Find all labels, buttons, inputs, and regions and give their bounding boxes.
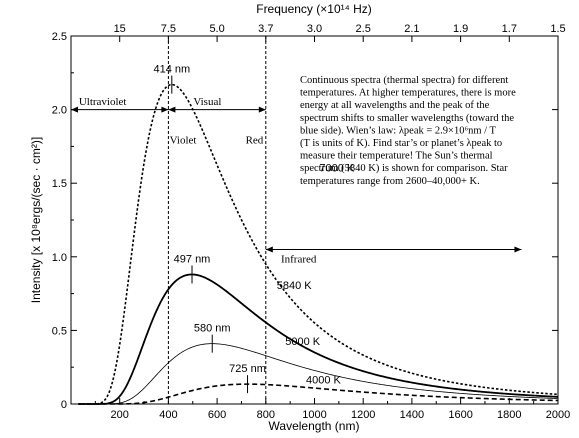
- top-tick-label-2: 7.5: [161, 23, 176, 35]
- region-arrow-head-left-2: [168, 106, 176, 113]
- y-tick-label-2: 0.5: [52, 325, 67, 337]
- series-label-2: 5840 K: [277, 280, 313, 292]
- description-line-4: spectrum shifts to smaller wavelengths (…: [300, 113, 514, 124]
- top-tick-label-8: 1.9: [453, 23, 468, 35]
- description-line-9: temperatures range from 2600–40,000+ K.: [300, 176, 480, 187]
- y-tick-label-6: 2.5: [52, 31, 67, 43]
- reference-lines: [167, 36, 267, 404]
- x-tick-label-7: 1400: [400, 409, 424, 421]
- y-tick-label-3: 1.0: [52, 252, 67, 264]
- region-arrow-head-left-3: [265, 246, 273, 253]
- series-label-4: 4000 K: [306, 374, 342, 386]
- top-tick-label-5: 3.0: [307, 23, 322, 35]
- y-tick-label-4: 1.5: [52, 178, 67, 190]
- frequency-axis: 15 7.5 5.0 3.7 3.0 2.5 2.1 1.9 1.7 1.5: [114, 23, 566, 42]
- region-label-3: Infrared: [281, 254, 317, 266]
- x-tick-label-10: 2000: [546, 409, 570, 421]
- region-label-2: Visual: [193, 96, 221, 108]
- series-curve-4: [78, 383, 558, 405]
- description-line-8: spectrum (5840 K) is shown for compariso…: [300, 163, 508, 174]
- x-axis-title: Wavelength (nm): [269, 419, 360, 433]
- region-arrow-head-right-2: [258, 106, 266, 113]
- top-tick-label-3: 5.0: [209, 23, 224, 35]
- top-tick-label-1: 15: [114, 23, 126, 35]
- peak-label-1: 414 nm: [153, 64, 190, 76]
- spectrum-curves: [78, 83, 558, 405]
- annotation-1: Violet: [170, 134, 197, 146]
- series-curve-1: [78, 83, 558, 405]
- top-tick-label-6: 2.5: [356, 23, 371, 35]
- x-tick-label-4: 800: [257, 409, 275, 421]
- x-tick-label-2: 400: [159, 409, 177, 421]
- x-tick-label-6: 1200: [351, 409, 375, 421]
- top-tick-label-4: 3.7: [258, 23, 273, 35]
- y-axis-title: Intensity [x 10⁸ergs/(sec · cm²)]: [29, 137, 43, 303]
- description-line-7: measure their temperature! The Sun’s the…: [300, 151, 493, 162]
- peak-label-2: 497 nm: [174, 253, 211, 265]
- y-axis: 0 0.5 1.0 1.5 2.0 2.5: [52, 31, 558, 411]
- spectral-regions: [71, 106, 522, 253]
- x-tick-label-1: 200: [111, 409, 129, 421]
- x-tick-label-3: 600: [208, 409, 226, 421]
- x-tick-label-9: 1800: [497, 409, 521, 421]
- top-tick-label-9: 1.7: [502, 23, 517, 35]
- description-text: Continuous spectra (thermal spectra) for…: [300, 75, 516, 187]
- top-tick-label-7: 2.1: [404, 23, 419, 35]
- description-line-5: blue side). Wien’s law: λpeak = 2.9×10⁶n…: [300, 125, 497, 136]
- region-arrow-head-right-3: [514, 246, 522, 253]
- top-tick-label-10: 1.5: [550, 23, 565, 35]
- annotations: 414 nm 497 nm 580 nm 725 nm 7000 K 5840 K 5000…: [79, 64, 355, 387]
- description-line-2: temperatures. At higher temperatures, th…: [300, 88, 516, 99]
- description-line-1: Continuous spectra (thermal spectra) for…: [300, 75, 508, 86]
- y-tick-label-5: 2.0: [52, 105, 67, 117]
- x-tick-label-5: 1000: [302, 409, 326, 421]
- peak-label-4: 725 nm: [229, 363, 266, 375]
- y-tick-label-1: 0: [61, 399, 67, 411]
- annotation-2: Red: [246, 134, 264, 146]
- x-tick-label-8: 1600: [448, 409, 472, 421]
- peak-markers: [171, 75, 249, 394]
- series-label-1: 7000 K: [319, 162, 355, 174]
- series-curve-3: [78, 343, 558, 405]
- region-arrow-head-right-1: [161, 106, 169, 113]
- series-label-3: 5000 K: [285, 336, 321, 348]
- region-label-1: Ultraviolet: [79, 96, 127, 108]
- series-curve-2: [78, 273, 558, 405]
- top-axis-title: Frequency (×10¹⁴ Hz): [256, 2, 372, 16]
- x-axis: 200 400 600 800 1000 1200 1400 1600 1800 2000: [94, 398, 570, 421]
- peak-label-3: 580 nm: [194, 323, 231, 335]
- description-line-3: energy at all wavelengths and the peak o…: [300, 100, 490, 111]
- description-line-6: (T is units of K). Find star’s or planet…: [300, 138, 502, 149]
